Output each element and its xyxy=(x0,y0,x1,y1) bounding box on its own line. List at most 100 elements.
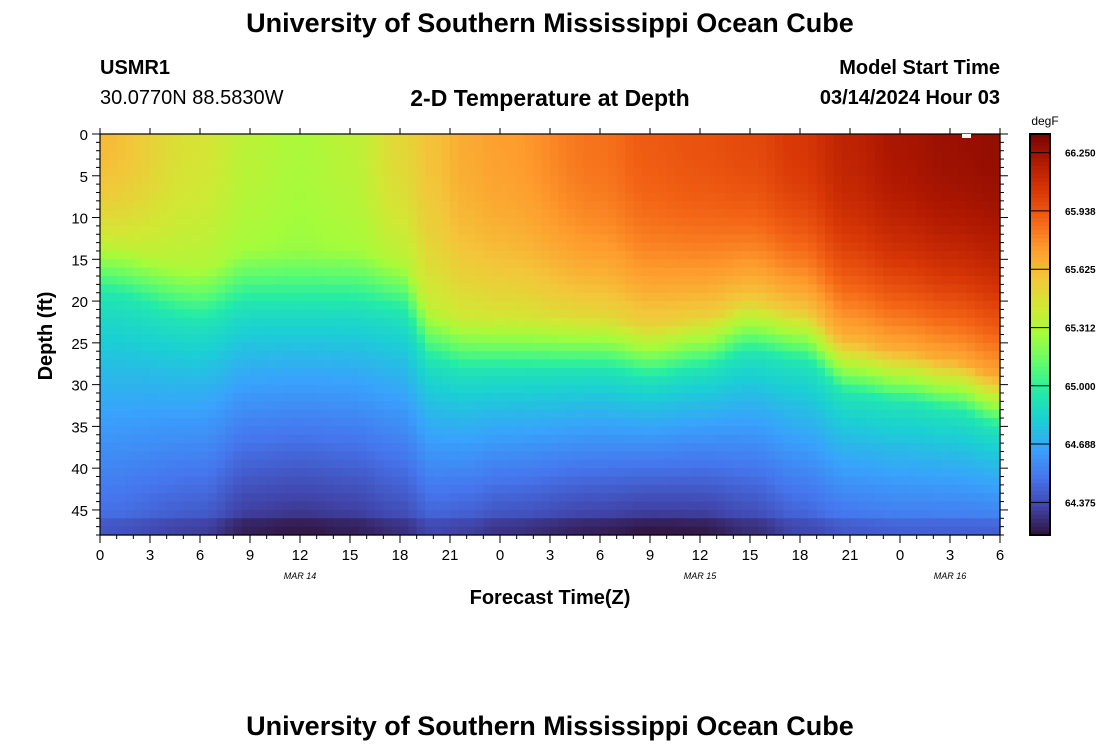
heatmap-cell xyxy=(300,468,309,478)
heatmap-cell xyxy=(566,326,576,336)
heatmap-cell xyxy=(491,484,501,494)
heatmap-cell xyxy=(308,367,318,377)
heatmap-cell xyxy=(391,468,401,478)
heatmap-cell xyxy=(133,267,143,277)
heatmap-cell xyxy=(883,518,893,528)
heatmap-cell xyxy=(575,526,584,536)
heatmap-cell xyxy=(300,484,309,494)
heatmap-cell xyxy=(800,317,809,327)
heatmap-cell xyxy=(108,493,118,503)
heatmap-cell xyxy=(941,184,951,194)
heatmap-cell xyxy=(150,250,159,260)
heatmap-cell xyxy=(316,267,326,277)
heatmap-cell xyxy=(483,200,493,210)
heatmap-cell xyxy=(416,134,426,143)
model-start-label: Model Start Time xyxy=(839,57,1000,79)
heatmap-cell xyxy=(508,150,518,160)
heatmap-cell xyxy=(241,159,251,169)
heatmap-cell xyxy=(783,225,793,235)
heatmap-cell xyxy=(566,159,576,169)
heatmap-cell xyxy=(600,459,609,469)
heatmap-cell xyxy=(733,267,743,277)
heatmap-cell xyxy=(808,225,818,235)
heatmap-cell xyxy=(258,342,268,352)
heatmap-cell xyxy=(841,476,851,486)
heatmap-cell xyxy=(400,284,409,294)
heatmap-cell xyxy=(383,484,393,494)
heatmap-cell xyxy=(250,242,259,252)
heatmap-cell xyxy=(658,192,668,202)
heatmap-cell xyxy=(575,301,584,311)
heatmap-cell xyxy=(241,501,251,511)
heatmap-cell xyxy=(408,276,418,285)
heatmap-cell xyxy=(775,192,784,202)
heatmap-cell xyxy=(125,192,134,202)
heatmap-cell xyxy=(391,242,401,252)
heatmap-cell xyxy=(558,309,568,319)
heatmap-cell xyxy=(550,309,559,319)
heatmap-cell xyxy=(658,267,668,277)
heatmap-cell xyxy=(716,392,726,402)
heatmap-cell xyxy=(341,401,351,411)
heatmap-cell xyxy=(825,518,834,528)
heatmap-cell xyxy=(691,484,701,494)
heatmap-cell xyxy=(116,242,126,252)
heatmap-cell xyxy=(450,284,459,294)
heatmap-cell xyxy=(683,401,693,411)
heatmap-cell xyxy=(491,200,501,210)
heatmap-cell xyxy=(458,242,468,252)
heatmap-cell xyxy=(333,259,343,269)
heatmap-cell xyxy=(583,509,593,519)
heatmap-cell xyxy=(316,150,326,160)
heatmap-cell xyxy=(350,134,359,143)
heatmap-cell xyxy=(466,225,476,235)
heatmap-cell xyxy=(391,175,401,185)
heatmap-cell xyxy=(866,426,876,436)
heatmap-cell xyxy=(141,367,151,377)
heatmap-cell xyxy=(291,200,301,210)
heatmap-cell xyxy=(116,334,126,344)
heatmap-cell xyxy=(433,317,443,327)
heatmap-cell xyxy=(833,443,843,453)
heatmap-cell xyxy=(125,259,134,269)
heatmap-cell xyxy=(308,509,318,519)
heatmap-cell xyxy=(916,509,926,519)
heatmap-cell xyxy=(716,476,726,486)
heatmap-cell xyxy=(158,225,168,235)
heatmap-cell xyxy=(100,401,109,411)
heatmap-cell xyxy=(558,509,568,519)
heatmap-cell xyxy=(341,376,351,386)
heatmap-cell xyxy=(750,468,759,478)
heatmap-cell xyxy=(316,434,326,444)
heatmap-cell xyxy=(666,326,676,336)
heatmap-cell xyxy=(750,342,759,352)
heatmap-cell xyxy=(391,234,401,244)
heatmap-cell xyxy=(291,326,301,336)
heatmap-cell xyxy=(466,309,476,319)
heatmap-cell xyxy=(425,134,434,143)
heatmap-cell xyxy=(175,351,184,361)
heatmap-cell xyxy=(808,509,818,519)
heatmap-cell xyxy=(933,150,943,160)
heatmap-cell xyxy=(283,518,293,528)
heatmap-cell xyxy=(141,284,151,294)
heatmap-cell xyxy=(700,175,709,185)
heatmap-cell xyxy=(933,526,943,536)
heatmap-cell xyxy=(641,301,651,311)
heatmap-cell xyxy=(491,317,501,327)
heatmap-cell xyxy=(641,209,651,219)
heatmap-cell xyxy=(366,484,376,494)
heatmap-cell xyxy=(558,326,568,336)
heatmap-cell xyxy=(650,242,659,252)
heatmap-cell xyxy=(558,392,568,402)
heatmap-cell xyxy=(816,468,826,478)
heatmap-cell xyxy=(916,351,926,361)
heatmap-cell xyxy=(308,468,318,478)
heatmap-cell xyxy=(316,192,326,202)
heatmap-cell xyxy=(191,509,201,519)
heatmap-cell xyxy=(616,150,626,160)
heatmap-cell xyxy=(816,334,826,344)
heatmap-cell xyxy=(200,159,209,169)
heatmap-cell xyxy=(633,309,643,319)
heatmap-cell xyxy=(508,242,518,252)
